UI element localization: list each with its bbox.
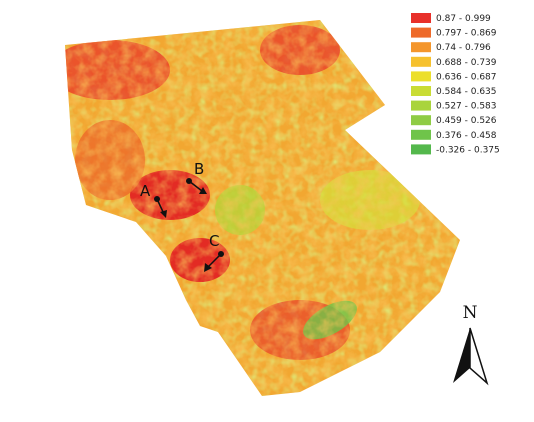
- legend-label: 0.376 - 0.458: [436, 131, 497, 141]
- marker-arrow-head: [160, 210, 167, 218]
- site-markers: A B C: [140, 160, 224, 272]
- north-arrow-right: [469, 327, 489, 386]
- legend-swatch: [411, 115, 431, 126]
- legend-swatch: [411, 144, 431, 155]
- legend-label: -0.326 - 0.375: [436, 145, 500, 155]
- legend-label: 0.87 - 0.999: [436, 14, 491, 24]
- marker-label: A: [140, 182, 151, 200]
- legend-swatch: [411, 42, 431, 53]
- legend-swatch: [411, 100, 431, 111]
- legend-label: 0.527 - 0.583: [436, 102, 497, 112]
- north-label: N: [463, 303, 478, 323]
- marker-arrow-head: [199, 187, 207, 194]
- legend-swatch: [411, 86, 431, 96]
- legend-label: 0.584 - 0.635: [436, 87, 497, 97]
- legend-label: 0.459 - 0.526: [436, 116, 497, 126]
- marker-arrow: [188, 180, 203, 192]
- legend-label: 0.74 - 0.796: [436, 43, 491, 53]
- legend-label: 0.797 - 0.869: [436, 29, 497, 39]
- legend-swatch: [411, 27, 431, 38]
- marker-arrow: [207, 253, 222, 268]
- legend-swatch: [411, 56, 431, 67]
- marker-arrow-head: [204, 263, 212, 272]
- legend-swatch: [411, 71, 431, 82]
- legend-swatch: [411, 129, 431, 140]
- legend-swatch: [411, 13, 431, 23]
- marker-label: C: [209, 232, 219, 250]
- north-arrow-left: [453, 328, 470, 383]
- legend-label: 0.636 - 0.687: [436, 72, 497, 82]
- legend: 0.87 - 0.999 0.797 - 0.869 0.74 - 0.796 0.6…: [411, 13, 500, 155]
- marker-label: B: [194, 160, 204, 178]
- legend-label: 0.688 - 0.739: [436, 58, 497, 68]
- north-arrow: N: [453, 303, 489, 386]
